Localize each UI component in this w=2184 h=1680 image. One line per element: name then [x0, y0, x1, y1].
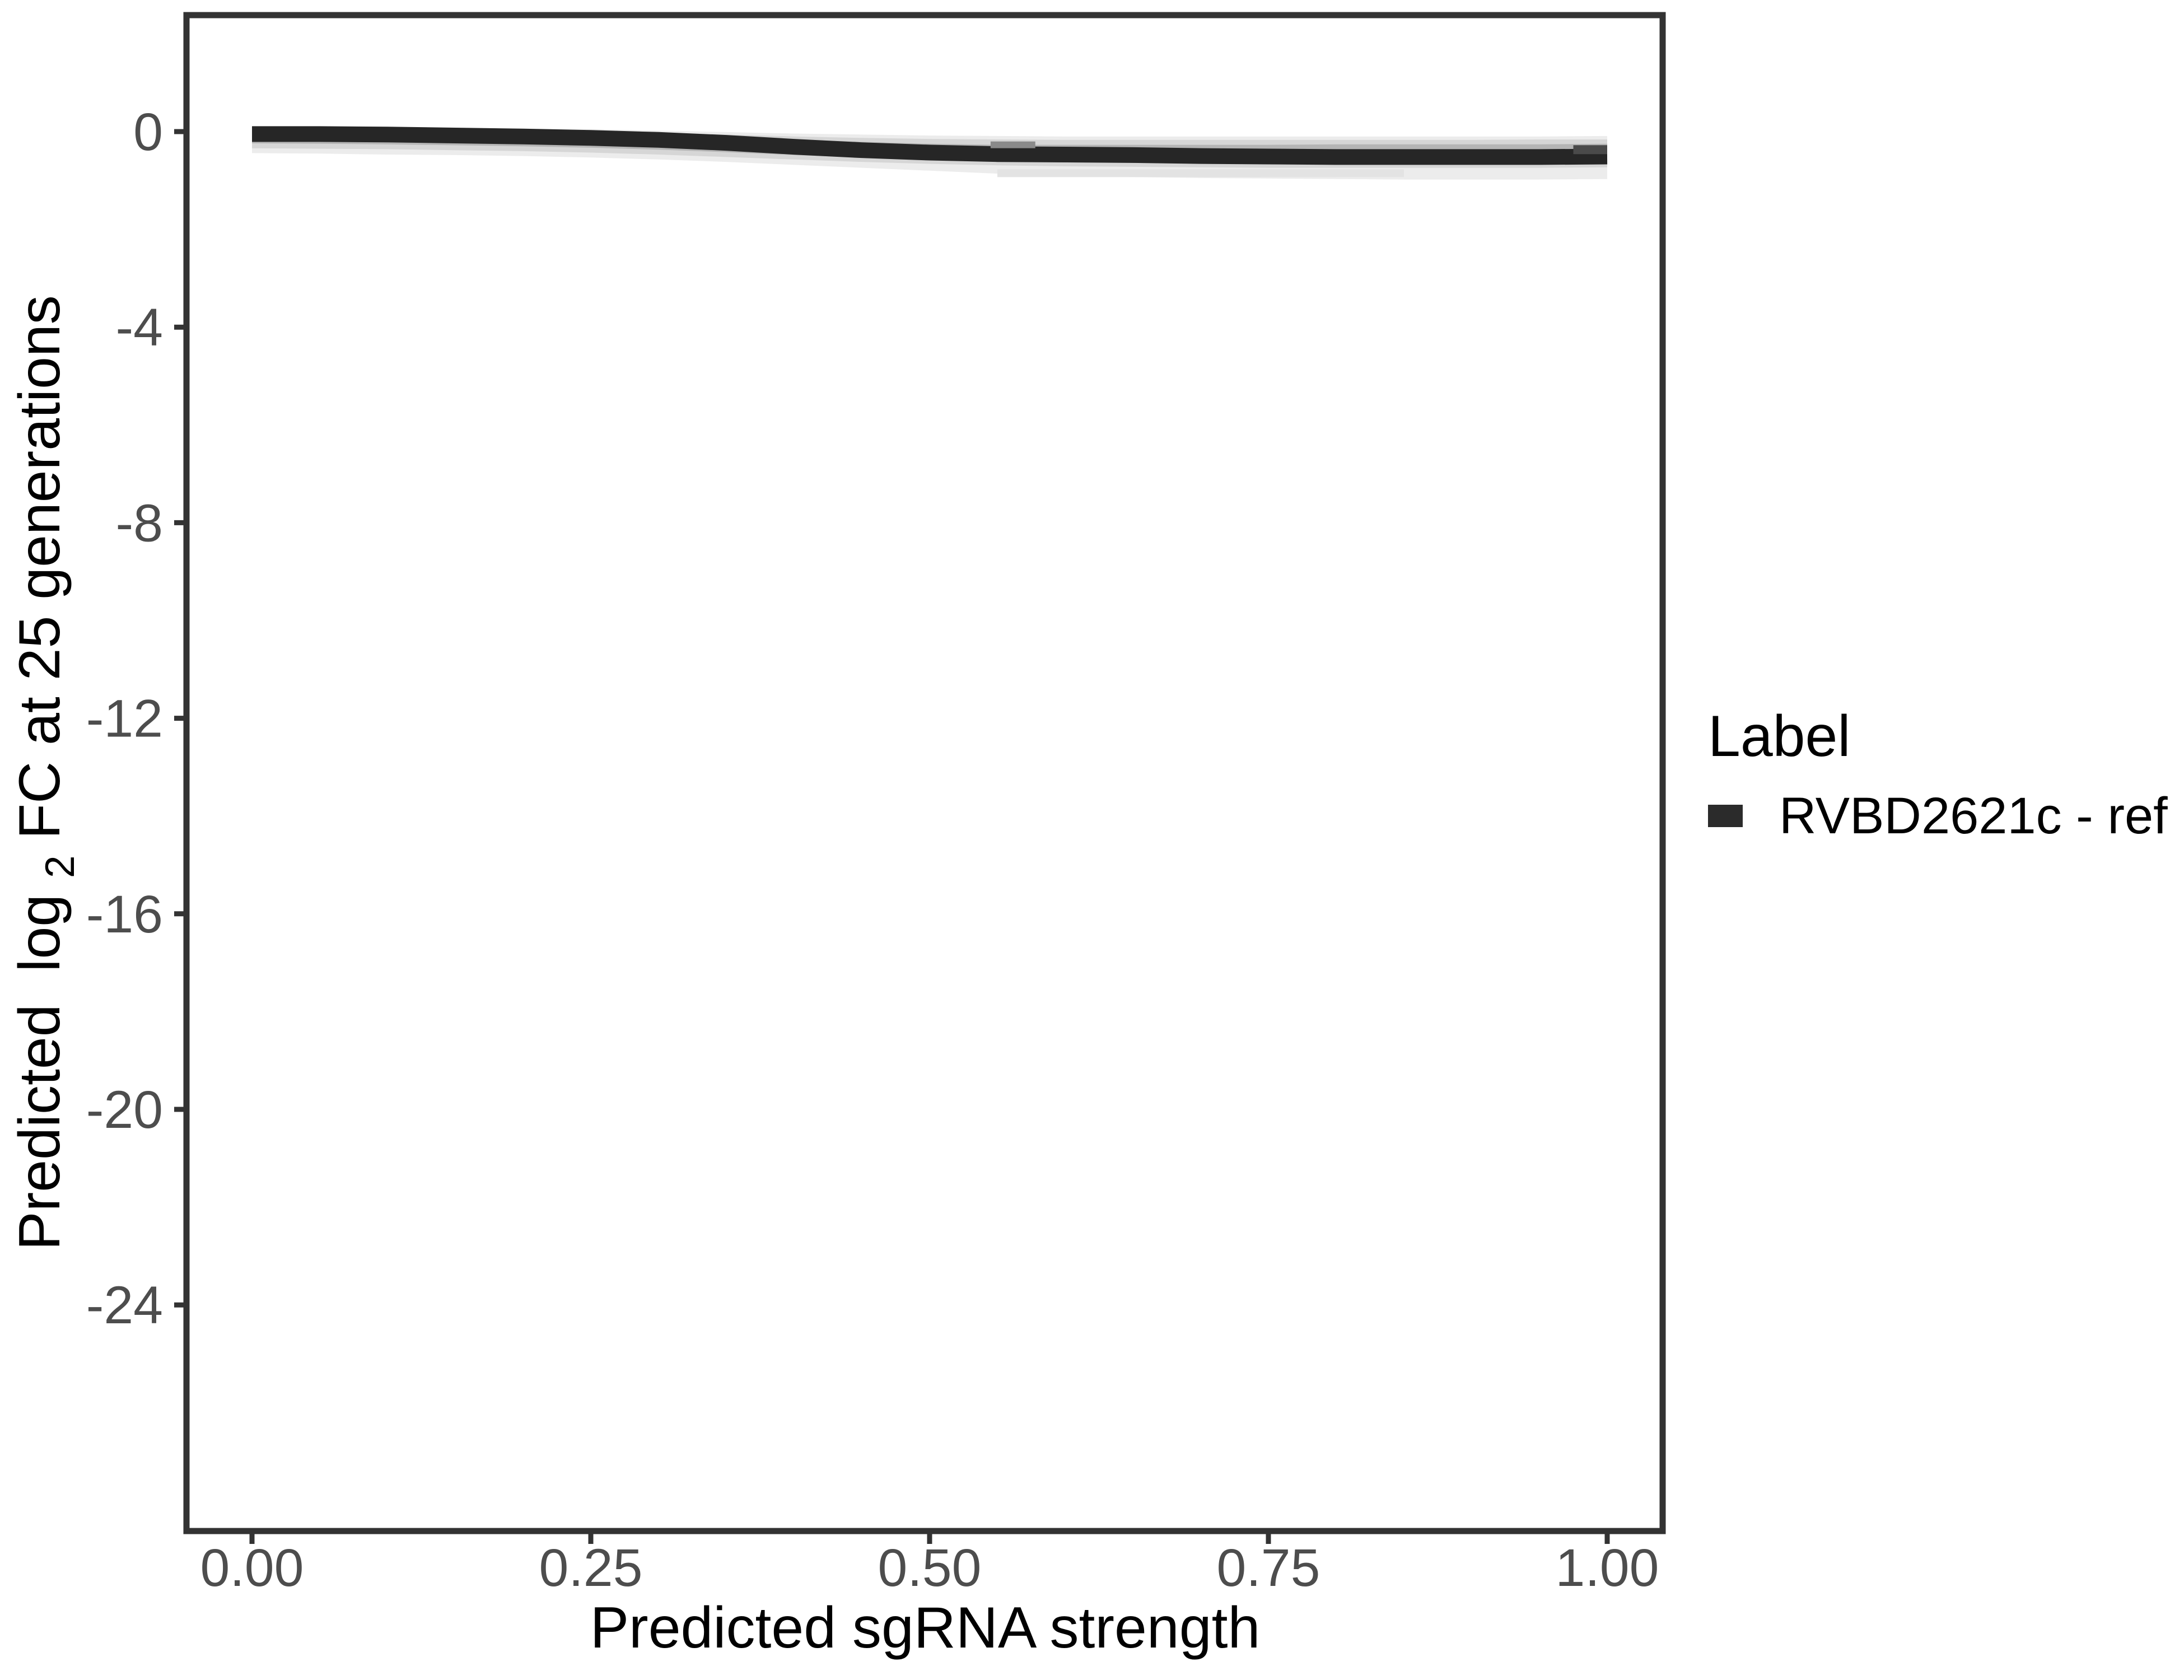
x-axis-title: Predicted sgRNA strength [590, 1595, 1261, 1660]
y-tick-label: -8 [116, 493, 163, 553]
x-axis: 0.00 0.25 0.50 0.75 1.00 [200, 1534, 1659, 1598]
plot-geometry [252, 126, 1608, 180]
y-tick-label: -4 [116, 298, 163, 357]
y-axis: 0 -4 -8 -12 -16 -20 -24 [86, 102, 186, 1335]
y-tick-label: -16 [86, 885, 163, 944]
y-tick-label: -24 [86, 1276, 163, 1335]
legend-key-swatch [1708, 805, 1743, 827]
legend-title: Label [1708, 704, 1850, 769]
legend: Label RVBD2621c - ref [1708, 704, 2168, 844]
plot-panel [186, 15, 1663, 1531]
legend-entry-label: RVBD2621c - ref [1779, 787, 2168, 844]
y-tick-label: 0 [133, 102, 163, 162]
y-axis-title: Predicted log 2 FC at 25 generations [7, 295, 87, 1250]
x-tick-label: 0.50 [878, 1538, 982, 1598]
y-axis-title-post: FC at 25 generations [7, 295, 72, 839]
y-axis-title-pre: Predicted log [7, 894, 72, 1250]
plot-panel-border [183, 12, 1666, 1534]
series-line-rvbd2621c-ref [252, 126, 1608, 165]
x-tick-label: 0.00 [200, 1538, 304, 1598]
x-tick-label: 0.75 [1217, 1538, 1320, 1598]
x-tick-label: 1.00 [1556, 1538, 1659, 1598]
x-tick-label: 0.25 [539, 1538, 643, 1598]
y-tick-label: -20 [86, 1080, 163, 1140]
y-axis-title-subscript: 2 [38, 855, 83, 878]
y-tick-label: -12 [86, 689, 163, 749]
